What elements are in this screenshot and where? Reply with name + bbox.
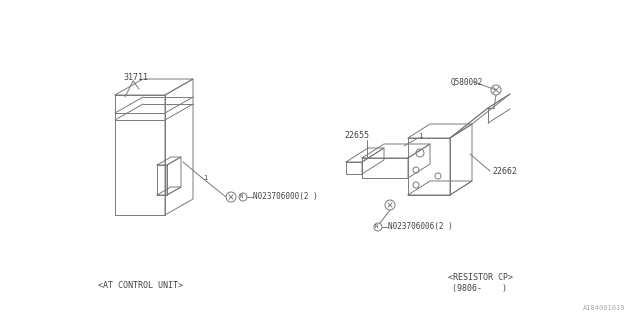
Text: 22662: 22662	[492, 166, 517, 175]
Text: N: N	[374, 225, 378, 229]
Text: (9806-    ): (9806- )	[452, 284, 508, 292]
Text: Q580002: Q580002	[451, 77, 483, 86]
Text: N: N	[239, 195, 243, 199]
Text: <RESISTOR CP>: <RESISTOR CP>	[447, 274, 513, 283]
Text: 22655: 22655	[344, 132, 369, 140]
Text: 1: 1	[203, 175, 207, 181]
Text: A184001019: A184001019	[582, 305, 625, 311]
Text: 1: 1	[418, 133, 422, 139]
Text: <AT CONTROL UNIT>: <AT CONTROL UNIT>	[97, 281, 182, 290]
Text: N023706000(2 ): N023706000(2 )	[253, 193, 317, 202]
Text: 31711: 31711	[123, 73, 148, 82]
Text: N023706006(2 ): N023706006(2 )	[388, 222, 452, 231]
